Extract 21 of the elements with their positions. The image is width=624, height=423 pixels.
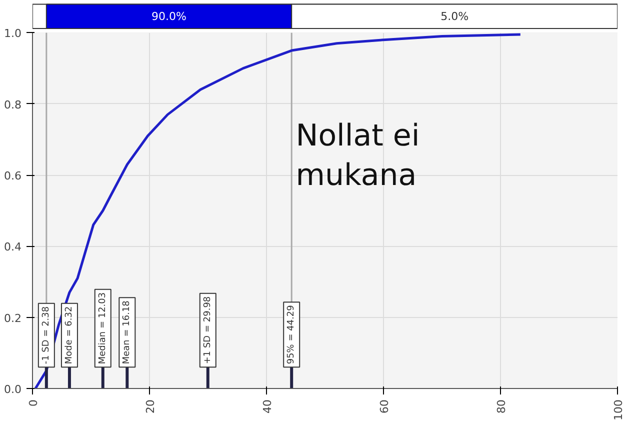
ref-line-label: -1 SD = 2.38	[41, 306, 52, 364]
ref-line-label: Median = 12.03	[98, 292, 108, 364]
text: 5.0%	[440, 10, 469, 23]
ref-line-label: Mean = 16.18	[122, 300, 132, 364]
y-tick-label: 0.6	[4, 170, 22, 183]
ref-line-label: +1 SD = 29.98	[202, 296, 213, 364]
x-tick-label: 0	[27, 400, 40, 406]
text: 90.0%	[152, 10, 186, 23]
y-tick-label: 0.8	[4, 98, 22, 112]
x-tick-label: 20	[144, 399, 157, 414]
y-tick-label: 1.0	[4, 27, 22, 40]
y-tick-label: 0.0	[4, 383, 22, 396]
x-tick-label: 40	[261, 399, 274, 414]
x-tick-label: 80	[495, 399, 508, 414]
x-tick-label: 100	[612, 399, 624, 420]
y-tick-label: 0.2	[4, 312, 22, 325]
x-tick-label: 60	[378, 399, 391, 414]
y-tick-label: 0.4	[4, 240, 22, 254]
ref-line-label: 95% = 44.29	[286, 304, 297, 364]
annotation: Nollat ei mukana	[296, 118, 420, 193]
ref-line-label: Mode = 6.32	[64, 306, 74, 364]
